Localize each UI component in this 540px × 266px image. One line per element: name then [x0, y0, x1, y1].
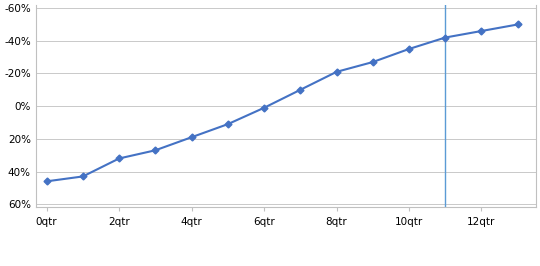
Line: Correlation: Correlation [44, 22, 520, 184]
Correlation [515, 23, 521, 26]
Correlation [116, 157, 123, 160]
Correlation [261, 106, 267, 109]
Correlation [225, 123, 231, 126]
Correlation [369, 60, 376, 64]
Correlation [43, 180, 50, 183]
Correlation [79, 175, 86, 178]
Correlation [333, 70, 340, 73]
Correlation [297, 88, 303, 92]
Correlation [442, 36, 449, 39]
Correlation [478, 30, 485, 33]
Correlation [152, 149, 159, 152]
Correlation [188, 136, 195, 139]
Correlation [406, 47, 412, 51]
